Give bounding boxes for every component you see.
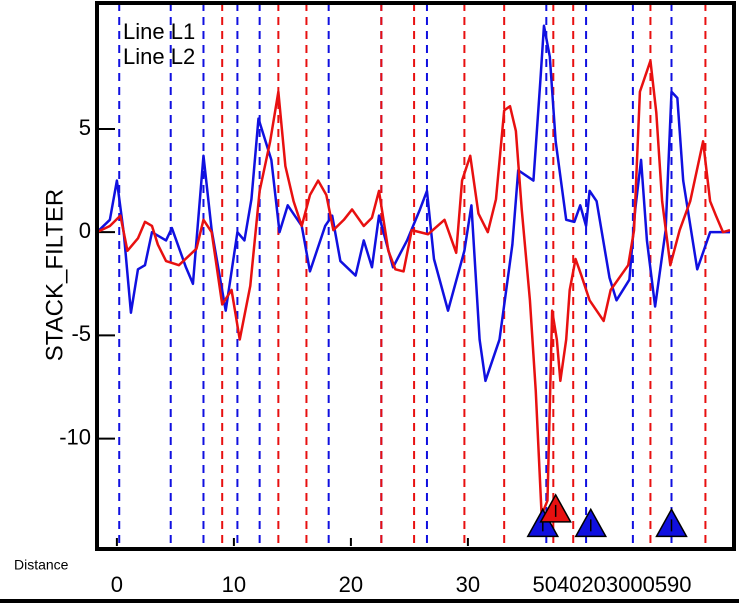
- x-tick-label: 20: [339, 572, 363, 597]
- overlap-label: 5040203000590: [532, 572, 691, 597]
- y-tick-label: 0: [79, 218, 91, 243]
- x-tick-label: 0: [111, 572, 123, 597]
- x-tick-label: 30: [456, 572, 480, 597]
- plot-frame: [95, 1, 736, 551]
- legend-label: Line L2: [123, 44, 195, 69]
- y-axis-label: STACK_FILTER: [41, 189, 68, 361]
- y-tick-label: -10: [59, 424, 91, 449]
- y-tick-label: -5: [71, 321, 91, 346]
- x-tick-label: 10: [222, 572, 246, 597]
- y-tick-label: 5: [79, 115, 91, 140]
- x-axis-label: Distance: [14, 557, 69, 573]
- legend-label: Line L1: [123, 19, 195, 44]
- series-line: [96, 59, 731, 517]
- series-line: [96, 24, 730, 383]
